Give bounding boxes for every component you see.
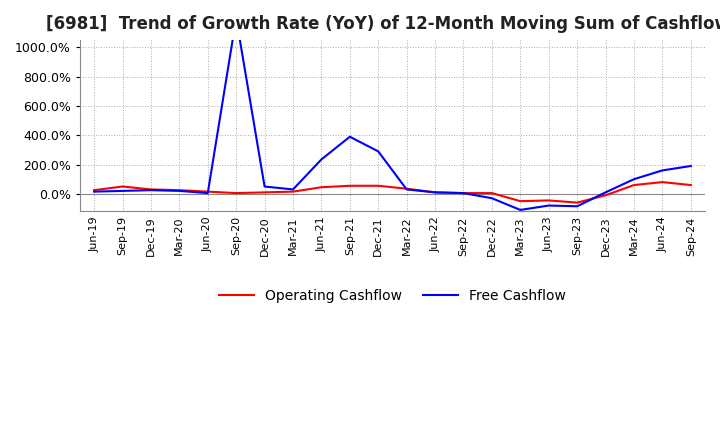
Free Cashflow xyxy=(147,187,156,193)
Free Cashflow xyxy=(204,191,212,196)
Operating Cashflow xyxy=(346,183,354,188)
Operating Cashflow xyxy=(516,198,525,204)
Operating Cashflow xyxy=(487,191,496,196)
Line: Operating Cashflow: Operating Cashflow xyxy=(94,182,690,202)
Free Cashflow xyxy=(658,168,667,173)
Operating Cashflow xyxy=(317,185,325,190)
Free Cashflow xyxy=(686,163,695,169)
Legend: Operating Cashflow, Free Cashflow: Operating Cashflow, Free Cashflow xyxy=(214,283,571,308)
Free Cashflow xyxy=(431,190,439,195)
Free Cashflow xyxy=(346,134,354,139)
Free Cashflow xyxy=(487,196,496,201)
Free Cashflow xyxy=(573,204,582,209)
Operating Cashflow xyxy=(544,198,553,203)
Free Cashflow xyxy=(232,15,240,21)
Free Cashflow xyxy=(630,176,639,182)
Operating Cashflow xyxy=(118,184,127,189)
Operating Cashflow xyxy=(601,193,610,198)
Free Cashflow xyxy=(516,207,525,213)
Operating Cashflow xyxy=(374,183,382,188)
Free Cashflow xyxy=(374,149,382,154)
Operating Cashflow xyxy=(260,190,269,195)
Operating Cashflow xyxy=(175,187,184,193)
Free Cashflow xyxy=(289,187,297,192)
Operating Cashflow xyxy=(630,183,639,188)
Operating Cashflow xyxy=(402,186,411,191)
Operating Cashflow xyxy=(90,187,99,193)
Free Cashflow xyxy=(317,157,325,162)
Operating Cashflow xyxy=(289,189,297,194)
Free Cashflow xyxy=(459,191,468,196)
Free Cashflow xyxy=(260,184,269,189)
Operating Cashflow xyxy=(459,191,468,196)
Operating Cashflow xyxy=(573,200,582,205)
Operating Cashflow xyxy=(686,183,695,188)
Free Cashflow xyxy=(175,188,184,194)
Free Cashflow xyxy=(402,187,411,192)
Free Cashflow xyxy=(601,190,610,195)
Operating Cashflow xyxy=(204,189,212,194)
Operating Cashflow xyxy=(147,187,156,192)
Free Cashflow xyxy=(90,189,99,194)
Title: [6981]  Trend of Growth Rate (YoY) of 12-Month Moving Sum of Cashflows: [6981] Trend of Growth Rate (YoY) of 12-… xyxy=(45,15,720,33)
Line: Free Cashflow: Free Cashflow xyxy=(94,18,690,210)
Operating Cashflow xyxy=(658,180,667,185)
Free Cashflow xyxy=(544,203,553,208)
Free Cashflow xyxy=(118,188,127,194)
Operating Cashflow xyxy=(431,190,439,195)
Operating Cashflow xyxy=(232,191,240,196)
